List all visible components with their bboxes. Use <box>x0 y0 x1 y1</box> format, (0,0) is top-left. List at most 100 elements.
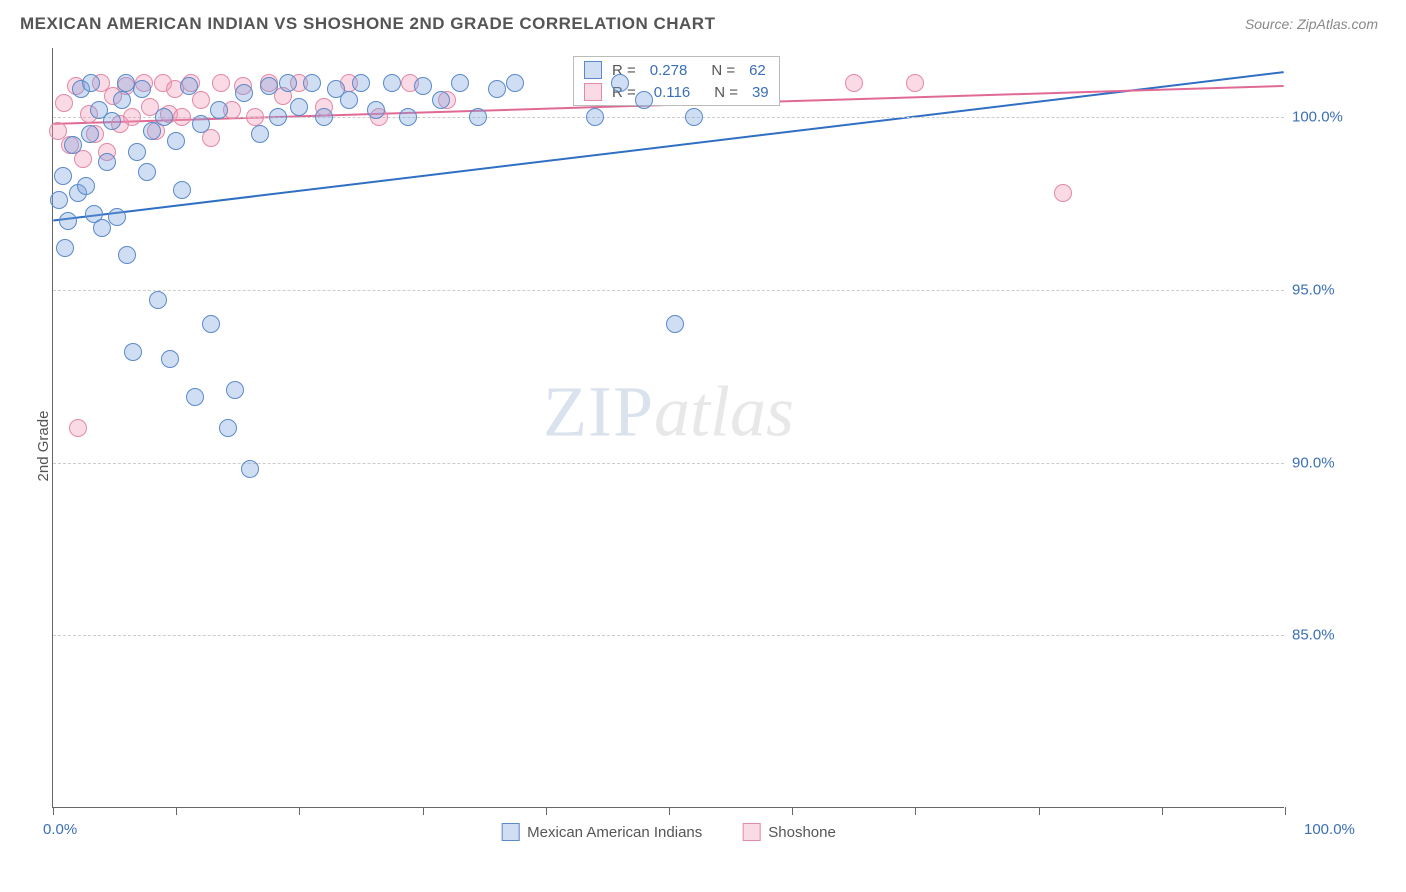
x-tick <box>546 807 547 815</box>
data-point-mexican <box>210 101 228 119</box>
plot-wrapper: ZIPatlas R = 0.278 N = 62 R = 0.116 N = … <box>52 48 1284 808</box>
data-point-mexican <box>340 91 358 109</box>
data-point-mexican <box>81 125 99 143</box>
data-point-mexican <box>635 91 653 109</box>
data-point-mexican <box>432 91 450 109</box>
watermark-atlas: atlas <box>654 372 794 452</box>
data-point-mexican <box>451 74 469 92</box>
y-tick-label: 85.0% <box>1292 627 1382 644</box>
stats-n-label: N = <box>714 84 738 101</box>
chart-title: MEXICAN AMERICAN INDIAN VS SHOSHONE 2ND … <box>20 14 715 34</box>
x-tick-label-max: 100.0% <box>1304 821 1394 838</box>
data-point-shoshone <box>212 74 230 92</box>
legend-item-shoshone: Shoshone <box>742 823 836 841</box>
x-tick-label-min: 0.0% <box>43 821 77 838</box>
legend-label-shoshone: Shoshone <box>768 824 836 841</box>
y-axis-title: 2nd Grade <box>35 411 52 482</box>
data-point-mexican <box>202 315 220 333</box>
data-point-mexican <box>59 212 77 230</box>
data-point-mexican <box>167 132 185 150</box>
data-point-mexican <box>235 84 253 102</box>
data-point-mexican <box>399 108 417 126</box>
data-point-mexican <box>180 77 198 95</box>
data-point-shoshone <box>192 91 210 109</box>
data-point-mexican <box>50 191 68 209</box>
stats-n-shoshone: 39 <box>752 84 769 101</box>
data-point-mexican <box>54 167 72 185</box>
data-point-mexican <box>186 388 204 406</box>
data-point-shoshone <box>173 108 191 126</box>
x-tick <box>53 807 54 815</box>
stats-swatch-shoshone <box>584 83 602 101</box>
data-point-mexican <box>269 108 287 126</box>
data-point-mexican <box>685 108 703 126</box>
stats-box: R = 0.278 N = 62 R = 0.116 N = 39 <box>573 56 780 106</box>
data-point-shoshone <box>69 419 87 437</box>
data-point-mexican <box>161 350 179 368</box>
data-point-mexican <box>290 98 308 116</box>
data-point-mexican <box>414 77 432 95</box>
gridline-h <box>53 290 1284 291</box>
legend-swatch-shoshone <box>742 823 760 841</box>
chart-source: Source: ZipAtlas.com <box>1245 16 1378 32</box>
legend-item-mexican: Mexican American Indians <box>501 823 702 841</box>
data-point-shoshone <box>845 74 863 92</box>
data-point-mexican <box>666 315 684 333</box>
data-point-mexican <box>241 460 259 478</box>
data-point-mexican <box>138 163 156 181</box>
data-point-mexican <box>98 153 116 171</box>
x-tick <box>176 807 177 815</box>
x-tick <box>915 807 916 815</box>
data-point-mexican <box>352 74 370 92</box>
stats-n-mexican: 62 <box>749 62 766 79</box>
data-point-mexican <box>315 108 333 126</box>
trend-lines-svg <box>53 48 1284 807</box>
data-point-mexican <box>303 74 321 92</box>
legend-label-mexican: Mexican American Indians <box>527 824 702 841</box>
x-tick <box>792 807 793 815</box>
data-point-mexican <box>77 177 95 195</box>
data-point-mexican <box>64 136 82 154</box>
data-point-mexican <box>506 74 524 92</box>
y-tick-label: 100.0% <box>1292 109 1382 126</box>
data-point-mexican <box>586 108 604 126</box>
data-point-mexican <box>133 80 151 98</box>
x-tick <box>423 807 424 815</box>
stats-r-shoshone: 0.116 <box>654 84 690 101</box>
data-point-mexican <box>155 108 173 126</box>
data-point-mexican <box>149 291 167 309</box>
data-point-mexican <box>173 181 191 199</box>
data-point-shoshone <box>906 74 924 92</box>
data-point-mexican <box>192 115 210 133</box>
gridline-h <box>53 463 1284 464</box>
data-point-mexican <box>611 74 629 92</box>
x-tick <box>1162 807 1163 815</box>
data-point-shoshone <box>246 108 264 126</box>
data-point-mexican <box>113 91 131 109</box>
data-point-mexican <box>260 77 278 95</box>
x-tick <box>1039 807 1040 815</box>
data-point-shoshone <box>55 94 73 112</box>
data-point-mexican <box>56 239 74 257</box>
data-point-mexican <box>82 74 100 92</box>
data-point-shoshone <box>1054 184 1072 202</box>
data-point-mexican <box>279 74 297 92</box>
stats-n-label: N = <box>711 62 735 79</box>
data-point-mexican <box>367 101 385 119</box>
data-point-mexican <box>383 74 401 92</box>
legend-swatch-mexican <box>501 823 519 841</box>
watermark-zip: ZIP <box>543 372 654 452</box>
x-tick <box>299 807 300 815</box>
data-point-mexican <box>117 74 135 92</box>
data-point-mexican <box>128 143 146 161</box>
x-tick <box>669 807 670 815</box>
legend: Mexican American Indians Shoshone <box>501 823 836 841</box>
data-point-mexican <box>219 419 237 437</box>
data-point-shoshone <box>123 108 141 126</box>
y-tick-label: 95.0% <box>1292 281 1382 298</box>
x-tick <box>1285 807 1286 815</box>
gridline-h <box>53 117 1284 118</box>
data-point-mexican <box>108 208 126 226</box>
gridline-h <box>53 635 1284 636</box>
data-point-mexican <box>488 80 506 98</box>
